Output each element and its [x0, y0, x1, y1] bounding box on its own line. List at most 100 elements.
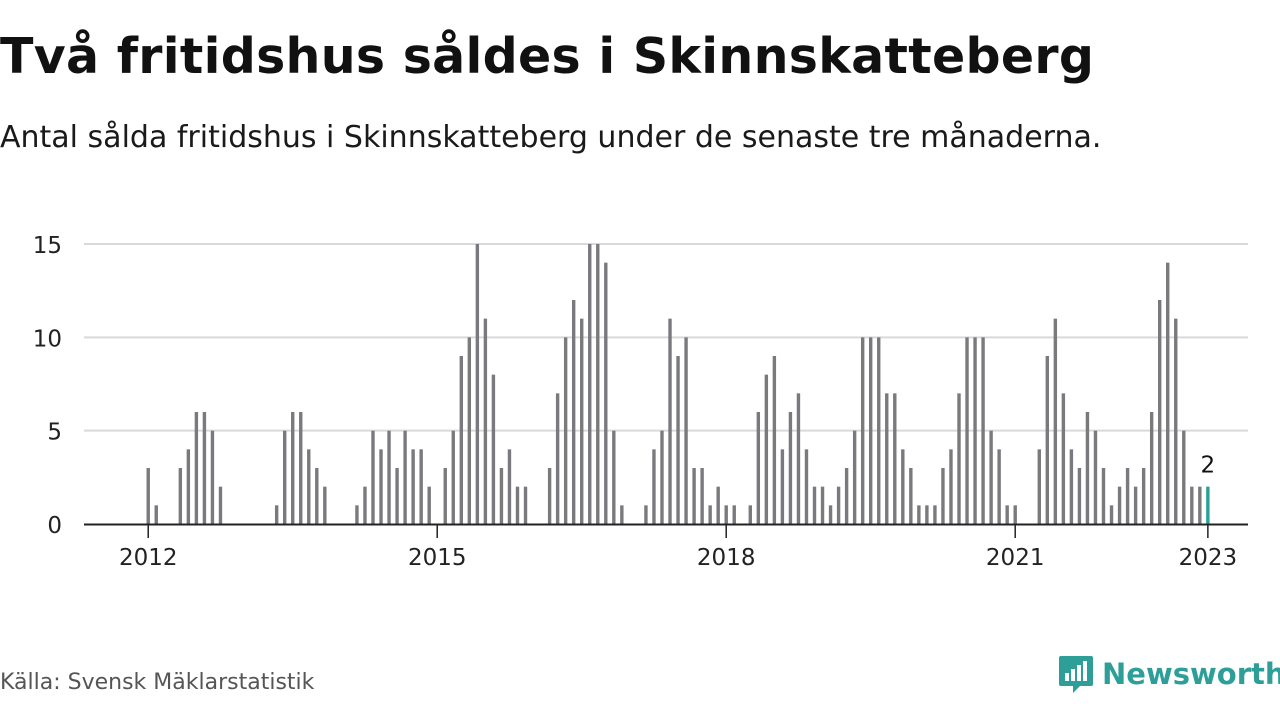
bar	[427, 486, 431, 524]
bar	[1133, 486, 1138, 524]
bar	[1149, 412, 1154, 524]
bar	[981, 337, 985, 524]
chart-subtitle: Antal sålda fritidshus i Skinnskatteberg…	[0, 120, 1102, 155]
bar	[732, 505, 736, 524]
bar	[692, 468, 696, 524]
bar	[1069, 449, 1074, 524]
bar	[965, 337, 969, 524]
bar	[780, 449, 785, 524]
bar	[1053, 318, 1058, 524]
bar	[1109, 505, 1114, 524]
bar	[828, 505, 833, 524]
bar	[1157, 300, 1162, 524]
bar	[555, 393, 560, 524]
y-tick-label: 0	[47, 513, 62, 539]
x-tick-label: 2012	[119, 545, 178, 571]
bar	[315, 468, 319, 524]
bar	[973, 337, 977, 524]
x-axis-ticks: 2012 2015 2018 2021 2023	[119, 524, 1237, 571]
bar-highlight	[1206, 486, 1210, 524]
bar	[893, 393, 897, 524]
bar	[820, 486, 825, 524]
bar	[411, 449, 415, 524]
bar	[1198, 486, 1202, 524]
bar	[1141, 468, 1146, 524]
bar	[459, 356, 463, 524]
bar	[941, 468, 945, 524]
x-tick-label: 2015	[408, 545, 467, 571]
y-axis-ticks: 0 5 10 15	[33, 233, 62, 539]
bar-chart: 0 5 10 15 2012 2015 2018 2021 2023 2	[33, 233, 1248, 571]
bar	[860, 337, 865, 524]
bar	[146, 468, 150, 524]
newsworthy-logo-icon	[1059, 656, 1093, 693]
bar	[852, 430, 857, 524]
bar	[804, 449, 809, 524]
bar	[571, 300, 576, 524]
bar	[844, 468, 849, 524]
bar	[949, 449, 953, 524]
bar	[202, 412, 207, 524]
x-tick-label: 2021	[986, 545, 1045, 571]
bar	[1125, 468, 1130, 524]
bar	[403, 430, 407, 524]
source-note: Källa: Svensk Mäklarstatistik	[0, 670, 315, 695]
bar	[885, 393, 889, 524]
bar	[1013, 505, 1017, 524]
bar	[772, 356, 777, 524]
bar	[443, 468, 447, 524]
bar	[507, 449, 512, 524]
bar	[836, 486, 841, 524]
y-tick-label: 10	[33, 326, 62, 352]
bar	[933, 505, 937, 524]
bar	[395, 468, 399, 524]
bar	[547, 468, 552, 524]
bar	[724, 505, 728, 524]
bar	[291, 412, 295, 524]
bar	[1045, 356, 1050, 524]
bar	[379, 449, 383, 524]
bar	[1061, 393, 1066, 524]
x-tick-label: 2023	[1179, 545, 1238, 571]
brand-name: Newsworthy	[1102, 657, 1280, 691]
bar	[877, 337, 881, 524]
bar	[620, 505, 624, 524]
bar	[716, 486, 720, 524]
bar	[1005, 505, 1009, 524]
bar	[186, 449, 191, 524]
bar	[676, 356, 680, 524]
bar	[1117, 486, 1122, 524]
bar	[419, 449, 423, 524]
bar	[371, 430, 375, 524]
bar	[588, 244, 592, 524]
bar	[604, 262, 608, 524]
bar	[523, 486, 528, 524]
bar	[788, 412, 793, 524]
bar	[1182, 430, 1186, 524]
bar	[483, 318, 488, 524]
bar	[957, 393, 961, 524]
bar	[563, 337, 568, 524]
bar	[1077, 468, 1082, 524]
grid-lines	[84, 243, 1248, 432]
chart-title: Två fritidshus såldes i Skinnskatteberg	[0, 28, 1095, 85]
bar	[1190, 486, 1194, 524]
bar	[684, 337, 688, 524]
bar	[154, 505, 158, 524]
bar	[210, 430, 215, 524]
bar	[274, 505, 279, 524]
bar	[499, 468, 504, 524]
bar	[660, 430, 664, 524]
bar	[307, 449, 311, 524]
bar	[997, 449, 1001, 524]
bar	[668, 318, 672, 524]
bar	[1101, 468, 1106, 524]
x-tick-label: 2018	[697, 545, 756, 571]
bar	[491, 374, 496, 524]
bar	[515, 486, 520, 524]
bar	[323, 486, 327, 524]
bar	[869, 337, 873, 524]
bar	[178, 468, 183, 524]
bar	[363, 486, 367, 524]
bars	[146, 244, 1210, 524]
